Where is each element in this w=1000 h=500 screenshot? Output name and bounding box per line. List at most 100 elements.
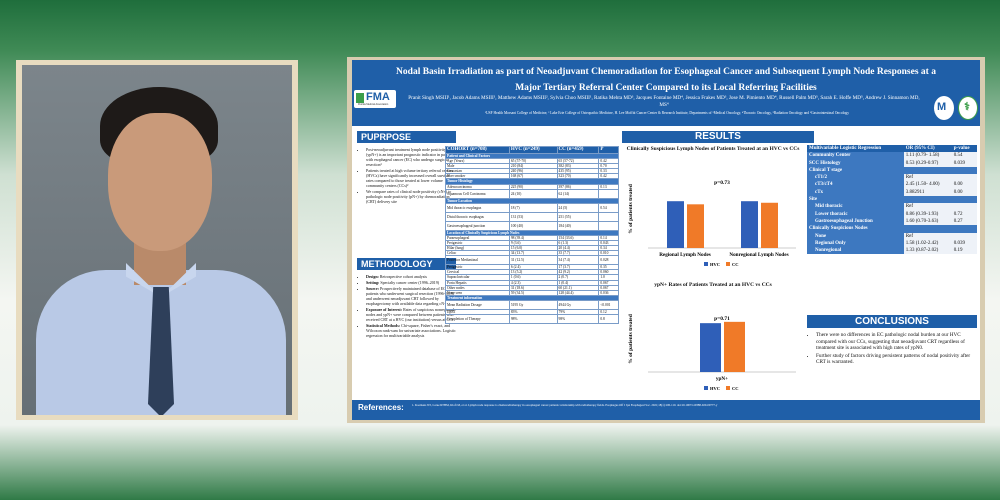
purpose-bullet: We compare rates of clinical node positi…	[366, 189, 454, 204]
bar-hvc	[667, 201, 684, 248]
cohort-cell: Completion of Therapy	[445, 313, 510, 324]
legend-swatch	[726, 386, 730, 390]
methodology-bullet-label: Exposure of Interest:	[366, 307, 403, 312]
cohort-cell: Mean Radiation Dosage	[445, 299, 510, 310]
poster-header: Nodal Basin Irradiation as part of Neoad…	[352, 60, 980, 126]
methodology-bullet: Source: Prospectively maintained databas…	[366, 286, 458, 306]
cohort-cell: <0.001	[598, 299, 619, 310]
regression-section-label: Clinically Suspicious Nodes	[807, 225, 977, 233]
cohort-cell: Distal thoracic esophagus	[445, 211, 510, 222]
legend-swatch	[726, 262, 730, 266]
cohort-cell: 98%	[508, 313, 558, 324]
cohort-cell: 31 (12.5)	[508, 255, 558, 266]
regression-header-cell: OR (95% CI)	[903, 145, 952, 153]
table-row: Mid thoracic esophagus 18 (7) 24 (5) 0.54	[445, 202, 619, 213]
purpose-text: Post-neoadjuvant treatment lymph node po…	[358, 147, 454, 205]
cohort-cell: Mid thoracic esophagus	[445, 202, 510, 213]
table-row: Posterior Mediastinal 31 (12.5) 34 (7.4) 0.…	[445, 255, 619, 266]
methodology-bullet-label: Source:	[366, 286, 380, 291]
table-row: Mid thoracic Ref	[807, 203, 977, 211]
methodology-bullet-label: Design:	[366, 274, 379, 279]
chart-ypn-rates: ypN+ Rates of Patients Treated at an HVC…	[622, 282, 804, 398]
table-row: None Ref	[807, 232, 977, 240]
chart-suspicious-nodes: Clinically Suspicious Lymph Nodes of Pat…	[622, 146, 804, 274]
regression-cell: Lower thoracic	[807, 210, 904, 218]
conclusion-bullet: There were no differences in EC patholog…	[816, 332, 976, 352]
regression-section-label: Clinical T stage	[807, 166, 977, 175]
table-row: IMRT 83% 79% 0.12	[445, 308, 619, 315]
x-tick-label: Regional Lymph Nodes	[659, 252, 711, 258]
bar-hvc	[741, 201, 758, 248]
regression-header-cell: p-value	[951, 145, 977, 153]
purpose-bullet: Post-neoadjuvant treatment lymph node po…	[366, 147, 454, 167]
methodology-heading: METHODOLOGY	[357, 258, 456, 270]
methodology-bullet: Design: Retrospective cohort analysis	[366, 274, 458, 279]
cohort-cell: 0.12	[598, 308, 619, 315]
bar-cc	[761, 202, 778, 248]
legend-label: CC	[732, 386, 739, 391]
regression-cell: 0.00	[951, 188, 977, 197]
regression-cell: cT1/2	[807, 174, 904, 182]
cohort-cell: 34 (7.4)	[556, 255, 600, 266]
cohort-header-cell: COHORT (n=708)	[445, 146, 510, 154]
references-text: 1. Koemans WJ, Larue RTHM, Kloft M, et a…	[412, 403, 718, 407]
cohort-cell	[598, 220, 619, 231]
table-row: Gastroesophageal junction 100 (40) 184 (40…	[445, 220, 619, 231]
regression-cell: 0.27	[951, 217, 977, 226]
cohort-cell: 0.54	[598, 202, 619, 213]
cohort-cell: 5195 Gy	[508, 299, 558, 310]
purpose-bullet: Patients treated at high volume tertiary…	[366, 168, 454, 188]
regression-section-row: Clinically Suspicious Nodes	[807, 225, 977, 233]
cohort-cell: 0.8	[598, 313, 619, 324]
cohort-cell: 98%	[556, 313, 600, 324]
regression-cell: None	[807, 232, 904, 240]
table-row: Lower thoracic 0.86 (0.39-1.93) 0.72	[807, 210, 977, 218]
poster-title: Nodal Basin Irradiation as part of Neoad…	[396, 67, 936, 93]
headshot-frame	[16, 60, 298, 420]
regression-cell: Regional Only	[807, 239, 904, 248]
regression-cell: Mid thoracic	[807, 203, 904, 211]
cohort-table: COHORT (n=708) HVC (n=249) CC (n=459) P Pat…	[445, 146, 619, 324]
regression-cell: Gastroesophageal Junction	[807, 217, 904, 226]
chart2-title: ypN+ Rates of Patients Treated at an HVC…	[654, 282, 772, 288]
cohort-cell: 131 (53)	[508, 211, 558, 222]
cohort-cell	[598, 211, 619, 222]
cohort-cell: 24 (5)	[556, 202, 600, 213]
table-row: Gastroesophageal Junction 1.60 (0.70-3.63…	[807, 217, 977, 226]
p-value-annotation: p=0.73	[714, 180, 730, 186]
regression-cell: 0.039	[951, 159, 977, 167]
presenter-headshot	[22, 65, 292, 415]
table-row: Mean Radiation Dosage 5195 Gy 4944 Gy <0.00…	[445, 299, 619, 310]
x-tick-label: Nonregional Lymph Nodes	[729, 252, 788, 258]
conclusions-heading: CONCLUSIONS	[807, 315, 977, 328]
regression-section-row: Clinical T stage	[807, 166, 977, 175]
cohort-cell: 24 (10)	[508, 188, 558, 199]
regression-cell: 0.039	[951, 239, 977, 248]
regression-cell: SCC Histology	[807, 159, 904, 167]
usf-seal-logo: ⚕	[958, 96, 978, 120]
regression-section-label: Site	[807, 196, 977, 204]
bar-hvc	[700, 323, 721, 372]
cohort-cell: Celiac	[445, 250, 510, 257]
table-row: Hilar (lung) 15 (6.0) 20 (4.4) 0.34	[445, 245, 619, 252]
poster-affiliations: ¹USF Health Morsani College of Medicine,…	[484, 111, 850, 115]
table-row: SCC Histology 0.53 (0.29-0.97) 0.039	[807, 159, 977, 167]
chart1-title: Clinically Suspicious Lymph Nodes of Pat…	[626, 146, 800, 152]
references-bar: References: 1. Koemans WJ, Larue RTHM, K…	[352, 400, 980, 420]
cohort-cell	[598, 188, 619, 199]
cohort-section-label: Tumor Location	[445, 197, 619, 204]
regression-cell: cT3/cT4	[807, 181, 904, 189]
cohort-cell: Posterior Mediastinal	[445, 255, 510, 266]
cohort-section-row: Treatment information	[445, 294, 619, 301]
table-row: Completion of Therapy 98% 98% 0.8	[445, 313, 619, 324]
methodology-bullet: Setting: Specialty cancer center (1996–2…	[366, 280, 458, 285]
y-axis-label: % of patients treated	[628, 314, 634, 364]
cohort-cell: 62 (14)	[556, 188, 600, 199]
results-heading: RESULTS	[622, 131, 814, 143]
y-axis-label: % of patients treated	[628, 184, 634, 234]
cohort-cell: 100 (40)	[508, 220, 558, 231]
cohort-cell: 251 (55)	[556, 211, 600, 222]
table-row: cT3/cT4 2.45 (1.50- 4.00) 0.00	[807, 181, 977, 189]
cohort-section-row: Tumor Location	[445, 197, 619, 204]
x-tick-label: ypN+	[716, 376, 728, 382]
